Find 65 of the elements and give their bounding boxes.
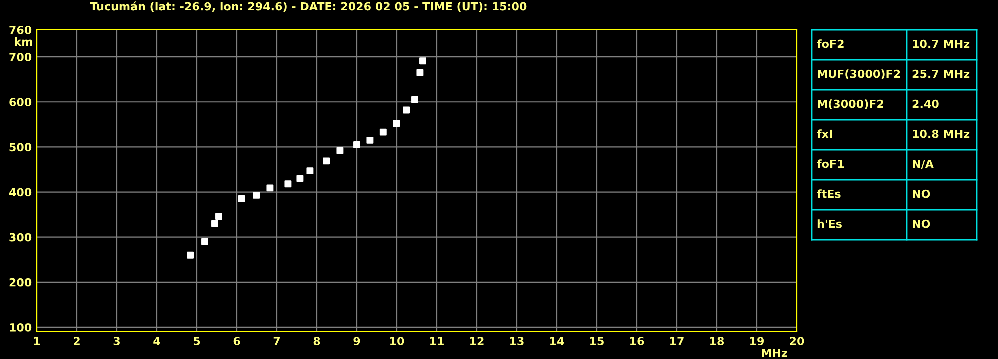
text: fxI (817, 130, 832, 138)
x-tick-label: 3 (114, 337, 120, 346)
point (284, 180, 292, 188)
point (253, 192, 260, 199)
text: 25.7 MHz (912, 70, 970, 78)
text: N/A (913, 160, 934, 170)
x-tick-label: 17 (670, 337, 684, 346)
point (412, 96, 418, 104)
y-tick-label: 600 (10, 98, 32, 106)
y-tick-label: 760 (10, 26, 32, 34)
text: M(3000)F2 (818, 100, 884, 110)
point (354, 141, 360, 148)
x-tick-label: 16 (630, 337, 644, 346)
x-tick-label: 12 (470, 337, 484, 346)
point (403, 106, 410, 114)
point (420, 58, 426, 65)
point (336, 147, 344, 154)
text: foF2 (817, 40, 844, 48)
x-tick-label: 8 (314, 337, 320, 346)
y-axis-title: km (15, 38, 32, 46)
text: 10.8 MHz (913, 130, 970, 138)
point (416, 69, 424, 76)
x-tick-label: 7 (274, 337, 280, 346)
y-tick-label: 200 (10, 278, 32, 287)
x-axis-title: MHz (762, 348, 788, 358)
text: NO (913, 190, 930, 198)
text: h'Es (818, 220, 842, 228)
chart-title: Tucumán (lat: -26.9, lon: 294.6) - DATE: 2026 02 05 - TIME (UT): 15:00 (90, 2, 527, 12)
y-tick-label: 400 (9, 188, 32, 197)
point (366, 136, 374, 144)
x-tick-label: 14 (550, 337, 564, 346)
y-tick-label: 500 (10, 143, 32, 152)
x-tick-label: 5 (194, 337, 200, 346)
x-tick-label: 13 (510, 337, 524, 346)
point (380, 128, 387, 136)
point (266, 184, 274, 192)
x-tick-label: 10 (390, 337, 404, 346)
text: 10.7 MHz (913, 40, 970, 48)
text: 2.40 (912, 100, 939, 108)
x-tick-label: 11 (430, 337, 444, 346)
x-tick-label: 19 (750, 337, 764, 346)
point (187, 252, 194, 259)
x-tick-label: 9 (354, 337, 360, 346)
point (238, 196, 246, 202)
x-tick-label: 15 (590, 337, 604, 346)
point (323, 158, 330, 165)
x-tick-label: 1 (34, 337, 40, 346)
x-tick-label: 6 (234, 337, 240, 346)
point (202, 238, 208, 246)
text: MUF(3000)F2 (818, 70, 900, 80)
x-tick-label: 2 (74, 337, 80, 346)
x-tick-label: 20 (790, 337, 804, 346)
y-tick-label: 700 (10, 53, 32, 62)
y-tick-label: 100 (10, 323, 32, 332)
point (296, 175, 304, 182)
x-tick-label: 4 (154, 337, 160, 346)
y-tick-label: 300 (10, 233, 32, 242)
x-tick-label: 18 (710, 337, 724, 346)
point (393, 120, 400, 128)
point (212, 220, 218, 228)
text: NO (913, 220, 930, 228)
point (306, 168, 314, 175)
point (216, 213, 222, 220)
text: ftEs (817, 190, 841, 198)
text: foF1 (817, 160, 844, 168)
